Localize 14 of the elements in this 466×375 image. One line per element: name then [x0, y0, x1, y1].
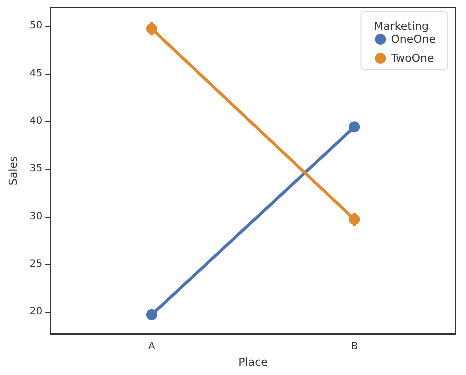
legend-title: Marketing: [374, 20, 430, 33]
y-tick-label: 50: [30, 20, 43, 32]
x-axis-title: Place: [238, 356, 268, 369]
y-tick-label: 45: [30, 68, 43, 80]
y-tick-label: 35: [30, 164, 43, 175]
legend-label: OneOne: [391, 33, 436, 46]
y-tick-label: 30: [30, 211, 43, 222]
y-tick-label: 25: [30, 258, 43, 270]
x-tick-label: B: [351, 342, 358, 352]
legend-label: TwoOne: [390, 52, 434, 65]
y-axis-title: Sales: [7, 156, 20, 186]
x-tick-label: A: [148, 342, 156, 352]
y-tick-label: 40: [30, 116, 43, 127]
y-tick-label: 20: [30, 306, 43, 318]
